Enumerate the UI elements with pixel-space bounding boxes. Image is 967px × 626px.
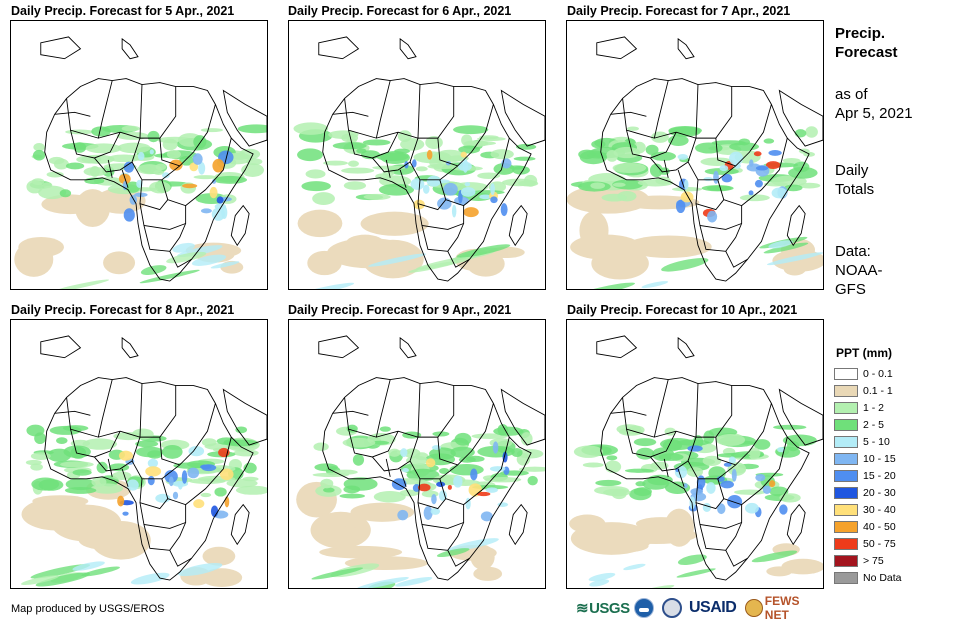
- legend-swatch: [834, 368, 858, 380]
- usgs-logo-text: USGS: [589, 599, 630, 617]
- legend-label: No Data: [863, 572, 902, 584]
- legend-label: 2 - 5: [863, 419, 885, 431]
- legend-swatch: [834, 453, 858, 465]
- legend-swatch: [834, 538, 858, 550]
- panel-title-4: Daily Precip. Forecast for 8 Apr., 2021: [11, 303, 235, 317]
- side-heading: Precip. Forecast: [835, 24, 898, 62]
- side-totals-line1: Daily: [835, 162, 869, 179]
- usgs-logo: ≋ USGS: [576, 596, 630, 620]
- fews-logo-text: FEWS NET: [764, 594, 800, 622]
- agency-logos: ≋ USGS USAID FEWS NET: [576, 594, 826, 622]
- forecast-map-apr6: [288, 20, 546, 290]
- forecast-map-apr9: [288, 319, 546, 589]
- side-data-line3: GFS: [835, 281, 866, 298]
- fews-globe-icon: [745, 599, 763, 617]
- legend-label: 5 - 10: [863, 436, 890, 448]
- legend-swatch: [834, 504, 858, 516]
- legend-label: 30 - 40: [863, 504, 896, 516]
- side-totals-line2: Totals: [835, 181, 875, 198]
- panel-title-2: Daily Precip. Forecast for 6 Apr., 2021: [288, 4, 512, 18]
- noaa-logo-icon: [634, 598, 654, 618]
- panel-title-5: Daily Precip. Forecast for 9 Apr., 2021: [288, 303, 512, 317]
- forecast-map-apr5: [10, 20, 268, 290]
- legend-title: PPT (mm): [836, 346, 893, 360]
- legend-swatch: [834, 521, 858, 533]
- legend-label: 0.1 - 1: [863, 385, 893, 397]
- legend-swatch: [834, 555, 858, 567]
- legend-swatch: [834, 436, 858, 448]
- forecast-map-apr8: [10, 319, 268, 589]
- forecast-map-apr7: [566, 20, 824, 290]
- usgs-wave-icon: ≋: [576, 600, 589, 617]
- side-asof: as of Apr 5, 2021: [835, 85, 913, 123]
- legend-label: 10 - 15: [863, 453, 896, 465]
- panel-title-1: Daily Precip. Forecast for 5 Apr., 2021: [11, 4, 235, 18]
- forecast-map-apr10: [566, 319, 824, 589]
- side-asof-line1: as of: [835, 86, 868, 103]
- panel-title-3: Daily Precip. Forecast for 7 Apr., 2021: [567, 4, 791, 18]
- legend-label: 0 - 0.1: [863, 368, 893, 380]
- usaid-logo-text: USAID: [689, 599, 737, 616]
- side-data-line2: NOAA-: [835, 262, 883, 279]
- map-credit: Map produced by USGS/EROS: [11, 603, 165, 615]
- legend-label: 40 - 50: [863, 521, 896, 533]
- side-totals: Daily Totals: [835, 161, 874, 199]
- legend-swatch: [834, 385, 858, 397]
- legend-swatch: [834, 487, 858, 499]
- state-department-seal-icon: [662, 598, 682, 618]
- usaid-logo: USAID: [689, 596, 737, 620]
- legend-label: > 75: [863, 555, 884, 567]
- legend-label: 1 - 2: [863, 402, 885, 414]
- side-heading-line1: Precip.: [835, 25, 886, 42]
- legend-swatch: [834, 572, 858, 584]
- legend-swatch: [834, 470, 858, 482]
- fews-net-logo: FEWS NET: [745, 594, 826, 622]
- side-asof-line2: Apr 5, 2021: [835, 105, 913, 122]
- side-data-line1: Data:: [835, 243, 871, 260]
- legend-swatch: [834, 402, 858, 414]
- side-data-source: Data: NOAA- GFS: [835, 242, 883, 299]
- legend-label: 50 - 75: [863, 538, 896, 550]
- side-heading-line2: Forecast: [835, 44, 898, 61]
- legend-swatch: [834, 419, 858, 431]
- legend-label: 15 - 20: [863, 470, 896, 482]
- legend-label: 20 - 30: [863, 487, 896, 499]
- panel-title-6: Daily Precip. Forecast for 10 Apr., 2021: [567, 303, 798, 317]
